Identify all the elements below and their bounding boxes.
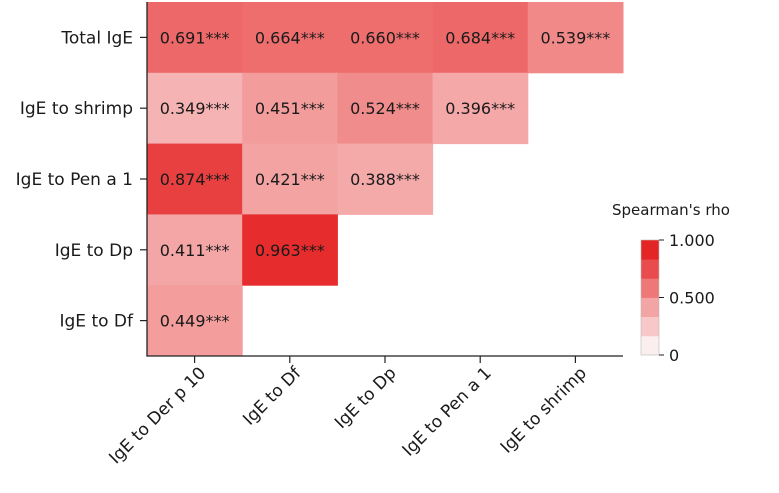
cell-ige-to-shrimp-ige-to-df <box>242 72 338 145</box>
legend-tick-label: 0 <box>669 346 679 365</box>
cell-label: 0.664*** <box>255 28 325 47</box>
legend-title: Spearman's rho <box>612 201 730 219</box>
legend-color-bin <box>641 240 659 260</box>
cell-total-ige-ige-to-shrimp <box>527 2 624 74</box>
cell-ige-to-dp-ige-to-der-p-10 <box>147 214 243 286</box>
y-tick-label: IgE to Dp <box>55 241 133 261</box>
cell-label: 0.691*** <box>160 28 230 47</box>
cell-label: 0.524*** <box>350 99 420 118</box>
cell-label: 0.411*** <box>160 241 230 260</box>
legend-color-bin <box>641 297 659 318</box>
cell-total-ige-ige-to-df <box>242 2 338 74</box>
x-tick-label: IgE to Dp <box>331 363 401 433</box>
y-tick-label: IgE to Df <box>60 312 135 332</box>
cell-total-ige-ige-to-pen-a-1 <box>432 2 529 74</box>
cell-label: 0.396*** <box>445 99 515 118</box>
y-tick-label: IgE to shrimp <box>20 99 133 119</box>
cell-label: 0.349*** <box>160 99 230 118</box>
legend-color-bin <box>641 335 659 356</box>
x-tick-label: IgE to shrimp <box>497 363 591 457</box>
cell-total-ige-ige-to-der-p-10 <box>147 2 243 74</box>
cell-label: 0.451*** <box>255 99 325 118</box>
y-tick-label: Total IgE <box>60 28 133 48</box>
cell-ige-to-pen-a-1-ige-to-dp <box>337 143 434 215</box>
legend-tick-label: 1.000 <box>669 231 715 250</box>
legend-tick-label: 0.500 <box>669 289 715 308</box>
cell-ige-to-pen-a-1-ige-to-der-p-10 <box>147 143 243 215</box>
cell-ige-to-shrimp-ige-to-der-p-10 <box>147 72 243 145</box>
cell-ige-to-pen-a-1-ige-to-df <box>242 143 338 215</box>
x-tick-label: IgE to Df <box>239 363 306 430</box>
cell-label: 0.684*** <box>445 28 515 47</box>
y-tick-label: IgE to Pen a 1 <box>16 170 133 190</box>
x-tick-label: IgE to Pen a 1 <box>399 363 496 460</box>
cell-label: 0.539*** <box>540 28 610 47</box>
cell-label: 0.421*** <box>255 170 325 189</box>
x-tick-label: IgE to Der p 10 <box>105 363 210 468</box>
cell-label: 0.449*** <box>160 312 230 331</box>
cell-label: 0.388*** <box>350 170 420 189</box>
cell-label: 0.963*** <box>255 241 325 260</box>
legend-color-bin <box>641 316 659 337</box>
cell-ige-to-shrimp-ige-to-dp <box>337 72 434 145</box>
legend-color-bin <box>641 259 659 279</box>
heatmap-cells: 0.691*** 0.664*** 0.660*** 0.684*** 0.539***… <box>147 2 624 357</box>
cell-ige-to-df-ige-to-der-p-10 <box>147 285 243 357</box>
cell-total-ige-ige-to-dp <box>337 2 434 74</box>
cell-label: 0.660*** <box>350 28 420 47</box>
cell-ige-to-shrimp-ige-to-pen-a-1 <box>432 72 529 145</box>
cell-ige-to-dp-ige-to-df <box>242 214 338 286</box>
color-legend: Spearman's rho 1.000 0.500 0 <box>612 201 730 365</box>
legend-color-bin <box>641 278 659 298</box>
cell-label: 0.874*** <box>160 170 230 189</box>
